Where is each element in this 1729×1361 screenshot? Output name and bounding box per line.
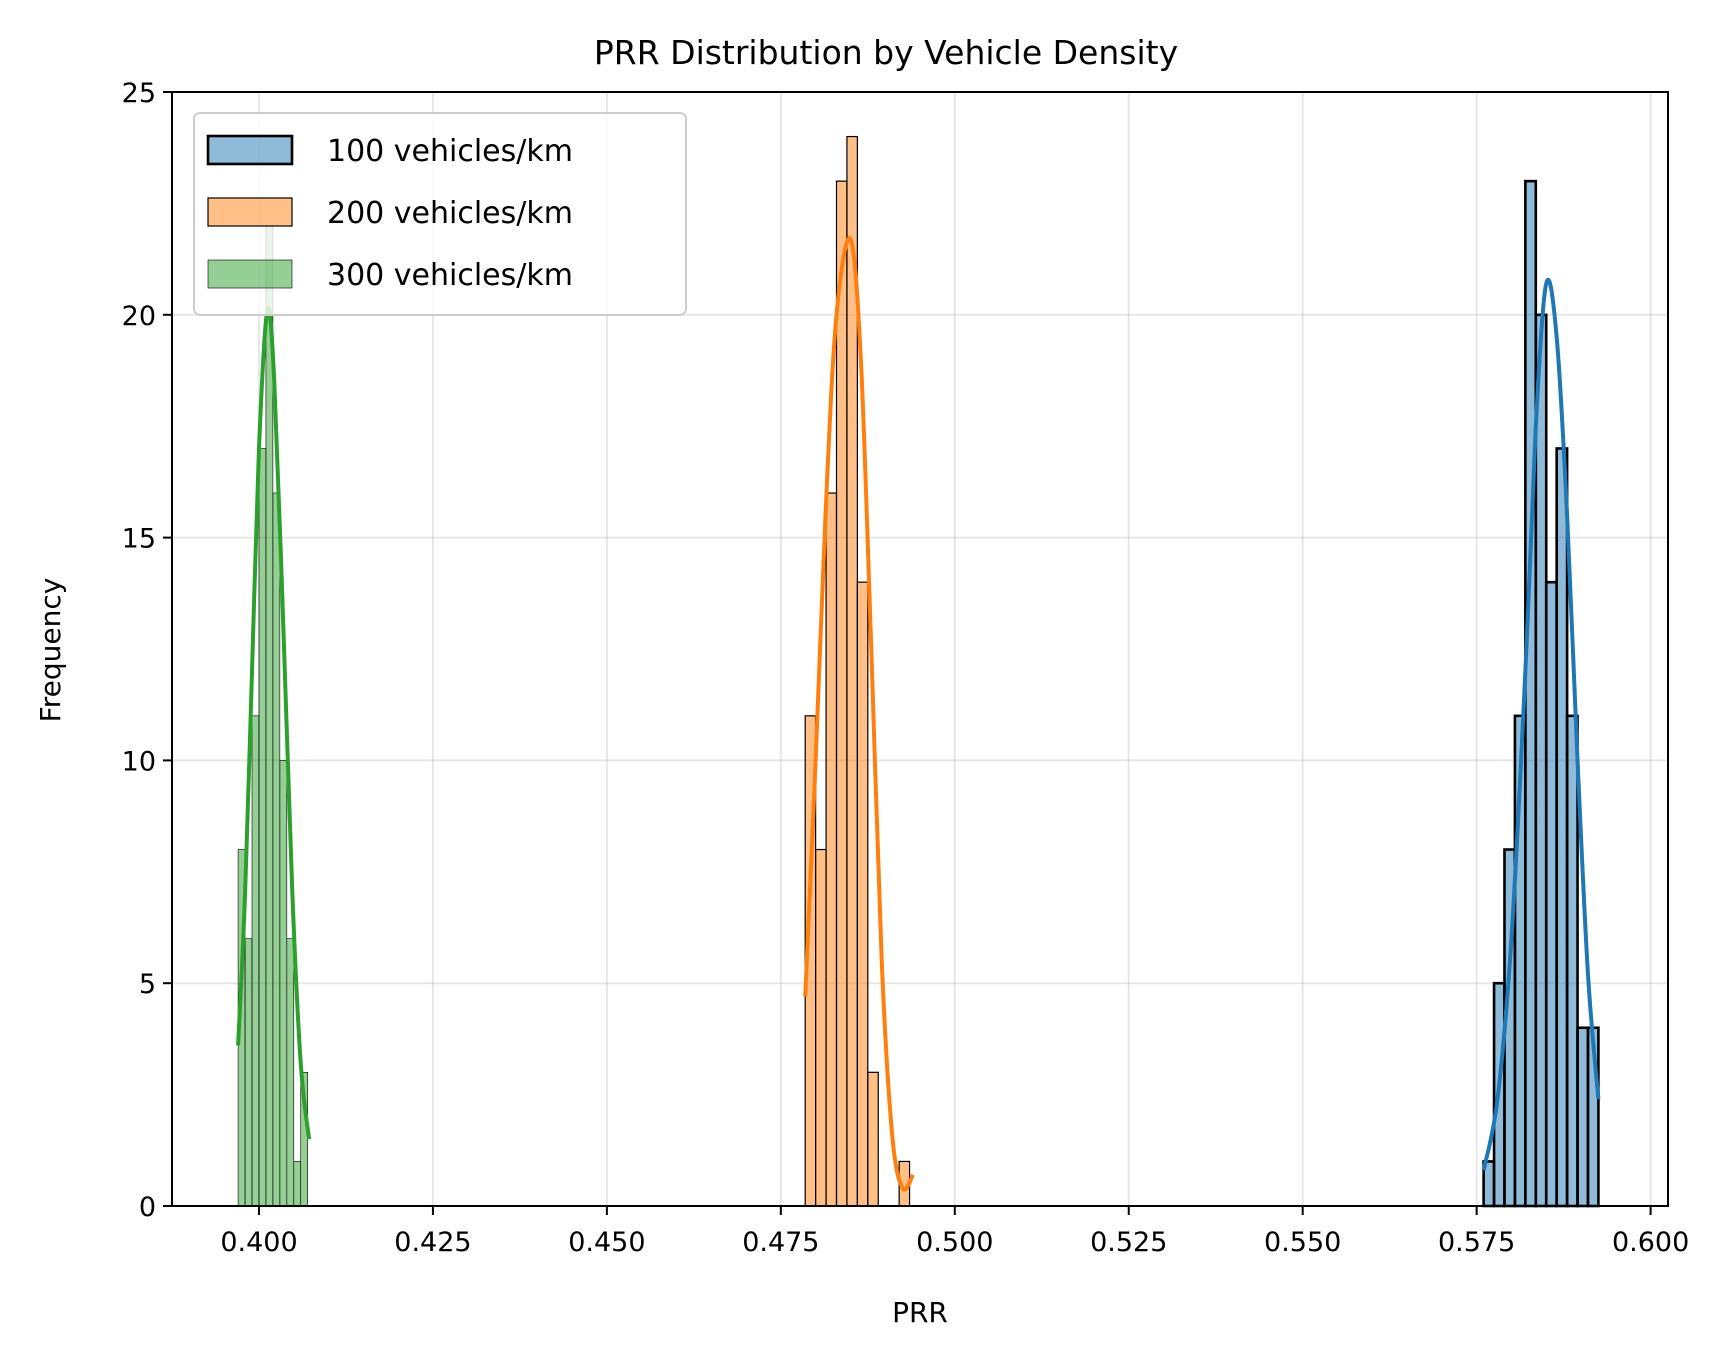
legend-swatch (206, 134, 294, 166)
ticks-layer: 0.400 0.425 0.450 0.475 0.500 0.525 0.550 0.575… (122, 78, 1690, 1258)
x-tick-label: 0.450 (568, 1227, 645, 1258)
y-tick-label: 0 (139, 1192, 156, 1223)
histogram-bar (815, 848, 827, 1207)
histogram-bar (1534, 313, 1548, 1208)
histogram-bar (279, 760, 288, 1207)
legend-label: 300 vehicles/km (327, 258, 573, 293)
y-axis-label: Frequency (34, 578, 67, 723)
histogram-bar (1524, 179, 1538, 1208)
legend-frame (193, 112, 687, 316)
kde-curve (236, 306, 312, 1140)
x-tick-label: 0.575 (1438, 1227, 1515, 1258)
legend-label: 100 vehicles/km (327, 134, 573, 169)
histogram-bar (251, 715, 260, 1207)
x-axis-label: PRR (892, 1296, 948, 1329)
histogram-bar (258, 448, 267, 1207)
x-tick-label: 0.400 (220, 1227, 297, 1258)
y-tick-label: 15 (122, 524, 156, 555)
y-tick-label: 20 (122, 301, 156, 332)
x-tick-label: 0.525 (1090, 1227, 1167, 1258)
histogram-bar (1555, 447, 1569, 1208)
histogram-bar (293, 1161, 302, 1207)
x-tick-label: 0.550 (1264, 1227, 1341, 1258)
y-tick-label: 5 (139, 969, 156, 1000)
kde-layer (236, 236, 1601, 1192)
legend-swatch (207, 259, 293, 289)
histogram-bar (244, 938, 253, 1207)
histogram-bar (856, 581, 869, 1207)
chart-title: PRR Distribution by Vehicle Density (594, 33, 1178, 72)
kde-curve (803, 236, 915, 1192)
y-tick-label: 10 (122, 746, 156, 777)
histogram-bar (272, 492, 281, 1207)
plot-frame (171, 91, 1669, 1207)
x-tick-label: 0.600 (1612, 1227, 1689, 1258)
histogram-bar (1544, 580, 1558, 1208)
histogram-bar (286, 938, 295, 1207)
histogram-bar (1565, 714, 1579, 1208)
x-tick-label: 0.425 (394, 1227, 471, 1258)
histogram-bar (1576, 1026, 1590, 1208)
x-tick-label: 0.475 (742, 1227, 819, 1258)
legend-label: 200 vehicles/km (327, 196, 573, 231)
histogram-bar (835, 180, 848, 1207)
y-tick-label: 25 (122, 78, 156, 109)
kde-curve (1481, 277, 1601, 1171)
legend-swatch (207, 197, 293, 227)
histogram-bar (825, 492, 838, 1207)
x-tick-label: 0.500 (916, 1227, 993, 1258)
legend: 100 vehicles/km 200 vehicles/km 300 vehicl… (193, 112, 687, 316)
histogram-bar (867, 1071, 879, 1207)
